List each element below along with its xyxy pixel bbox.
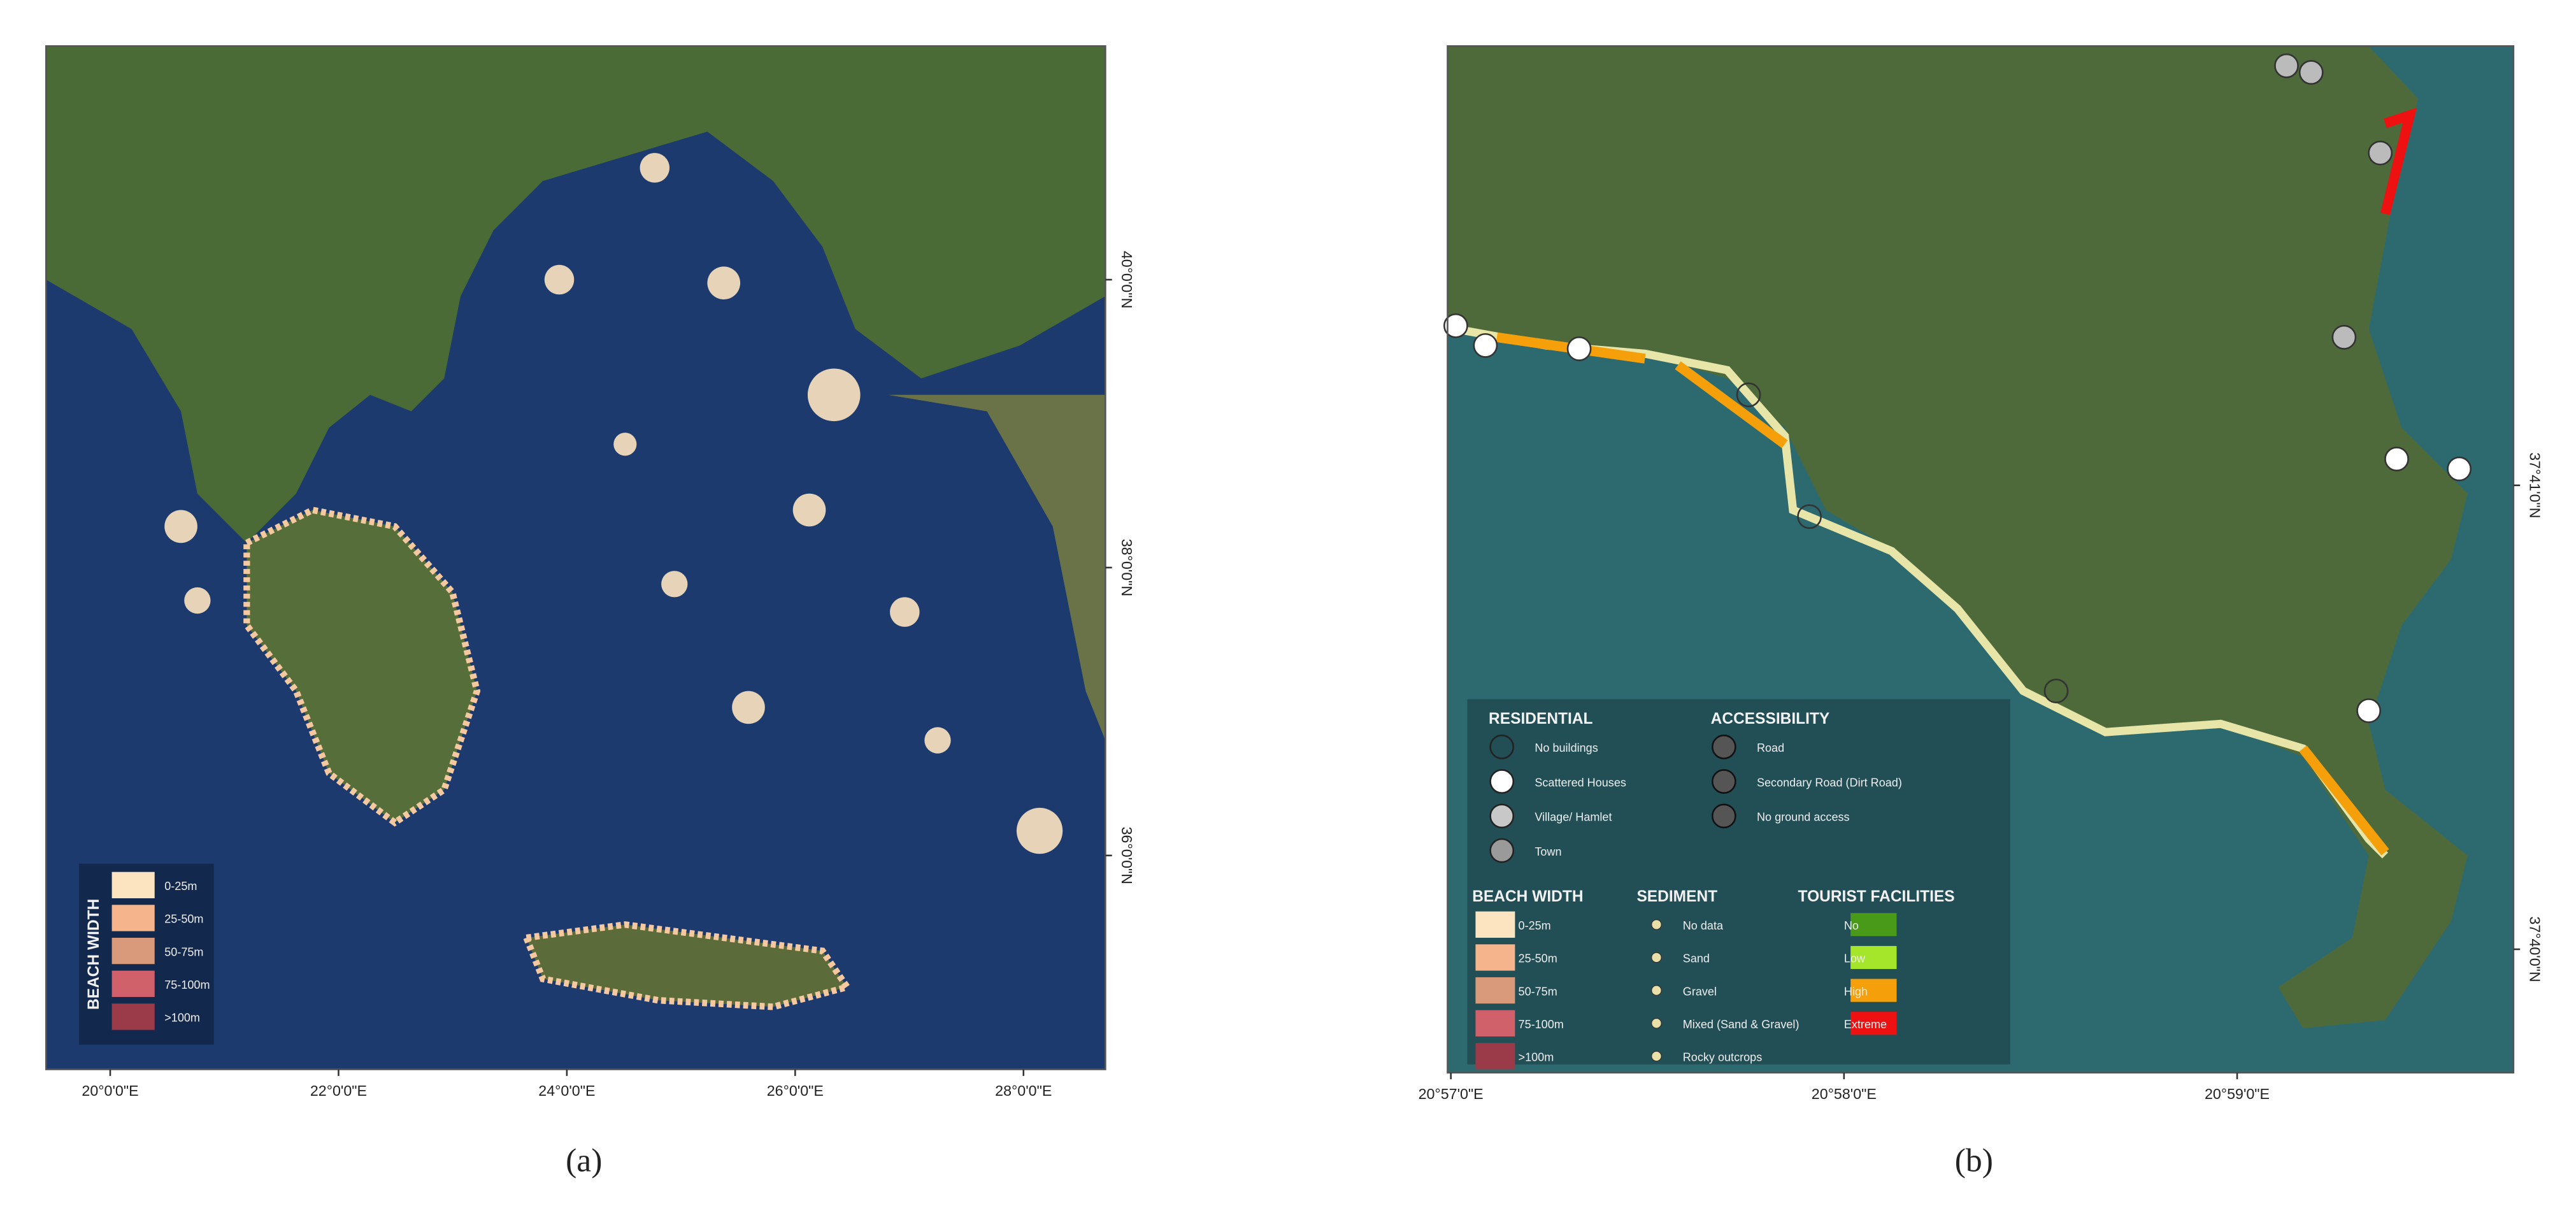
x-tick-label: 26°0'0"E <box>767 1082 824 1099</box>
legend-symbol <box>1711 803 1736 829</box>
y-tick-label: 38°0'0"N <box>1119 539 1135 596</box>
legend-label: Secondary Road (Dirt Road) <box>1757 776 1902 789</box>
turkey <box>888 394 1106 741</box>
legend-symbol <box>1651 985 1662 996</box>
mainland <box>46 46 1106 543</box>
legend-swatch <box>1850 913 1897 937</box>
legend-swatch <box>111 937 155 965</box>
legend-symbol <box>1651 919 1662 930</box>
legend-swatch <box>1850 1012 1897 1035</box>
extreme-segment <box>2380 107 2417 215</box>
legend-title: SEDIMENT <box>1636 888 1717 905</box>
map-b <box>1443 46 2514 1073</box>
y-tick-label: 37°40'0"N <box>2527 916 2544 982</box>
y-tick-label: 36°0'0"N <box>1119 827 1135 884</box>
legend-swatch <box>1850 945 1897 970</box>
legend-label: No ground access <box>1757 811 1850 824</box>
coastline-b <box>1455 325 2389 859</box>
legend-label: 75-100m <box>164 979 210 991</box>
legend-label: 50-75m <box>164 945 203 958</box>
legend-title: ACCESSIBILITY <box>1711 710 1830 728</box>
legend-symbol <box>1651 1017 1662 1029</box>
legend-symbol <box>1711 769 1736 794</box>
legend-label: No <box>1844 919 1859 932</box>
legend-label: >100m <box>1519 1051 1554 1064</box>
legend-label: Low <box>1844 952 1866 965</box>
legend-label: No buildings <box>1535 742 1598 754</box>
legend-label: Mixed (Sand & Gravel) <box>1683 1018 1800 1031</box>
legend-symbol <box>1489 838 1515 863</box>
legend-title: TOURIST FACILITIES <box>1798 888 1955 905</box>
legend-label: Rocky outcrops <box>1683 1051 1762 1064</box>
legend-label: 0-25m <box>1519 919 1551 932</box>
y-tick-label: 37°41'0"N <box>2527 452 2544 518</box>
caption: (a) <box>566 1143 602 1179</box>
legend-symbol <box>1489 769 1515 794</box>
peloponnese <box>247 510 477 823</box>
legend-symbol <box>1651 952 1662 963</box>
land <box>1447 46 2468 1028</box>
x-tick-label: 24°0'0"E <box>538 1082 595 1099</box>
legend-label: 50-75m <box>1519 985 1557 998</box>
settlements <box>1443 53 2472 723</box>
x-tick-label: 20°0'0"E <box>82 1082 138 1099</box>
legend-swatch <box>1475 977 1515 1004</box>
frame-b <box>1447 45 2515 1074</box>
legend-swatch <box>1475 1043 1515 1070</box>
legend-swatch <box>1850 979 1897 1002</box>
legend-label: >100m <box>164 1012 200 1024</box>
frame-a <box>45 45 1106 1070</box>
legend-swatch <box>1475 911 1515 938</box>
legend-swatch <box>111 905 155 931</box>
legend-symbol <box>1711 735 1736 759</box>
legend-label: Extreme <box>1844 1018 1887 1031</box>
legend-a: BEACH WIDTH 0-25m 25-50m 50-75m 75-100m >100m <box>78 863 214 1045</box>
legend-title: BEACH WIDTH <box>85 899 103 1010</box>
legend-swatch <box>111 970 155 997</box>
x-tick-label: 28°0'0"E <box>995 1082 1052 1099</box>
x-tick-label: 22°0'0"E <box>310 1082 367 1099</box>
legend-label: Sand <box>1683 952 1710 965</box>
legend-b: RESIDENTIAL No buildings Scattered Houses V… <box>1467 699 2010 1070</box>
legend-swatch <box>111 1003 155 1030</box>
legend-label: Town <box>1535 845 1561 858</box>
x-tick-label: 20°57'0"E <box>1419 1086 1484 1102</box>
legend-title: BEACH WIDTH <box>1472 888 1583 905</box>
legend-symbol <box>1489 735 1515 759</box>
legend-label: 25-50m <box>164 913 203 926</box>
legend-label: Village/ Hamlet <box>1535 811 1612 824</box>
legend-swatch <box>1475 944 1515 971</box>
islands <box>164 153 1063 854</box>
legend-label: No data <box>1683 919 1724 932</box>
caption: (b) <box>1955 1143 1993 1179</box>
legend-label: 75-100m <box>1519 1018 1564 1031</box>
x-tick-label: 20°59'0"E <box>2205 1086 2270 1102</box>
legend-label: High <box>1844 985 1868 998</box>
legend-symbol <box>1489 803 1515 829</box>
legend-title: RESIDENTIAL <box>1489 710 1592 728</box>
legend-label: 0-25m <box>164 880 197 893</box>
y-tick-label: 40°0'0"N <box>1119 251 1135 308</box>
legend-label: Road <box>1757 742 1784 754</box>
legend-symbol <box>1651 1051 1662 1062</box>
legend-label: Scattered Houses <box>1535 776 1626 789</box>
legend-label: Gravel <box>1683 985 1717 998</box>
legend-swatch <box>111 872 155 898</box>
x-tick-label: 20°58'0"E <box>1812 1086 1877 1102</box>
map-a <box>46 46 1106 1070</box>
legend-bg <box>1467 699 2010 1065</box>
coastline-a <box>243 506 853 1010</box>
legend-label: 25-50m <box>1519 952 1557 965</box>
legend-swatch <box>1475 1010 1515 1037</box>
